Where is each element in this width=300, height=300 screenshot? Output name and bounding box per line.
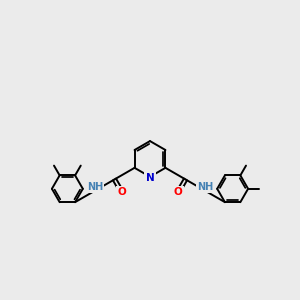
Text: O: O [118, 187, 126, 197]
Text: NH: NH [197, 182, 213, 192]
Text: NH: NH [87, 182, 103, 192]
Text: O: O [174, 187, 182, 197]
Text: N: N [146, 172, 154, 183]
